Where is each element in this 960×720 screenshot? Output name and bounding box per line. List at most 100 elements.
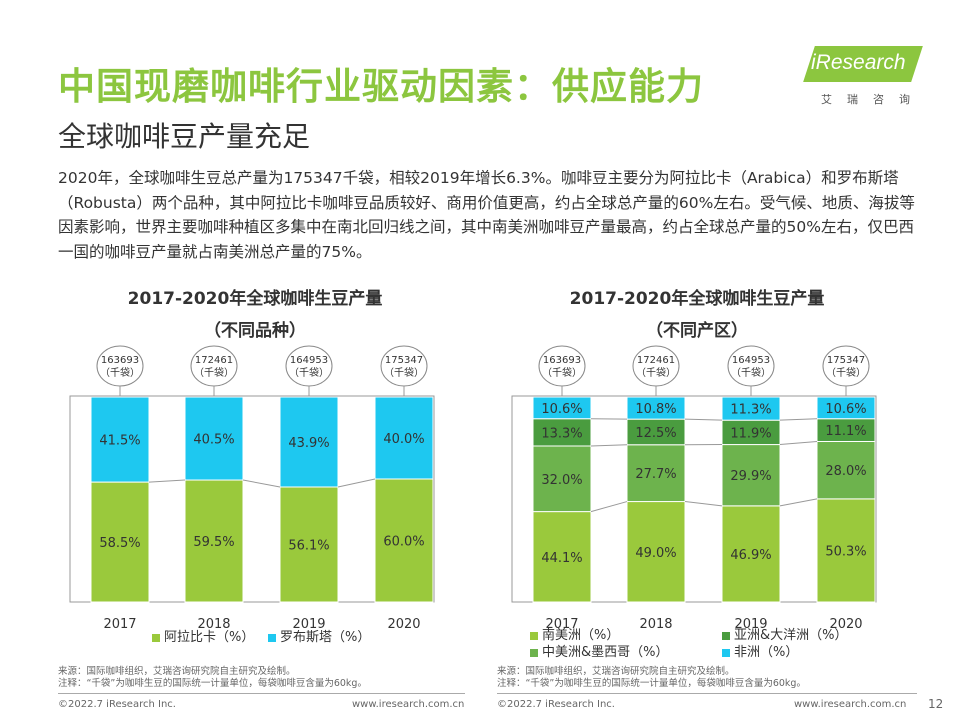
source-note: 来源：国际咖啡组织，艾瑞咨询研究院自主研究及绘制。 [58, 666, 296, 677]
data-label: 59.5% [193, 535, 234, 550]
total-label: （千袋） [384, 366, 424, 379]
x-axis-tick-label: 2020 [387, 617, 420, 632]
legend-swatch [722, 648, 730, 657]
data-label: 40.0% [383, 432, 424, 447]
x-axis-tick-label: 2018 [639, 617, 672, 632]
data-label: 40.5% [193, 433, 234, 448]
data-label: 49.0% [635, 546, 676, 561]
data-label: 46.9% [730, 548, 771, 563]
plot-frame [69, 395, 435, 603]
x-axis-tick-label: 2019 [292, 617, 325, 632]
total-label: （千袋） [542, 366, 582, 379]
x-axis-tick-label: 2020 [829, 617, 862, 632]
bar-segment [626, 418, 686, 446]
legend-item-south-america: 南美洲（%） [530, 624, 619, 643]
page-title: 中国现磨咖啡行业驱动因素：供应能力 [58, 65, 704, 108]
total-label: （千袋） [100, 366, 140, 379]
total-bubble-outline [380, 345, 428, 387]
chart-title: 2017-2020年全球咖啡生豆产量 [569, 289, 825, 309]
data-label: 11.1% [825, 424, 866, 439]
legend-swatch [268, 633, 276, 642]
bar-segment [374, 478, 434, 603]
segment-connector [779, 418, 818, 421]
segment-connector [242, 479, 281, 488]
total-label: 164953 [290, 355, 328, 366]
segment-connector [684, 418, 723, 421]
data-label: 10.8% [635, 402, 676, 417]
legend-item-robusta: 罗布斯塔（%） [268, 626, 370, 645]
chart-subtitle: （不同品种） [204, 321, 306, 341]
page-number: 12 [928, 697, 944, 711]
data-label: 10.6% [825, 402, 866, 417]
total-label: （千袋） [289, 366, 329, 379]
data-label: 56.1% [288, 538, 329, 553]
segment-connector [148, 479, 186, 483]
bar-segment [721, 396, 781, 421]
total-bubble: 175347（千袋） [380, 345, 428, 396]
logo-text: iResearch [811, 51, 906, 74]
legend-label: 南美洲（%） [542, 628, 620, 643]
bar-segment [721, 444, 781, 507]
segment-connector [590, 501, 628, 513]
bar-segment [374, 396, 434, 480]
total-label: 163693 [101, 355, 139, 366]
legend-label: 非洲（%） [734, 645, 799, 660]
data-label: 11.9% [730, 426, 771, 441]
data-label: 60.0% [383, 535, 424, 550]
unit-note: 注释：“千袋”为咖啡生豆的国际统一计量单位，每袋咖啡豆含量为60kg。 [58, 678, 367, 689]
bar-segment [184, 479, 244, 603]
bar-segment [532, 396, 592, 420]
total-bubble-outline [96, 345, 144, 387]
total-bubble-outline [285, 345, 333, 387]
x-axis-tick-label: 2018 [197, 617, 230, 632]
bar-segment [532, 418, 592, 447]
legend-swatch [152, 633, 160, 642]
footer-url-left: www.iresearch.com.cn [352, 699, 465, 710]
bar-segment [816, 396, 876, 420]
intro-paragraph: 2020年，全球咖啡生豆总产量为175347千袋，相较2019年增长6.3%。咖… [58, 169, 915, 261]
legend-swatch [530, 648, 538, 657]
bar-segment [532, 445, 592, 513]
total-label: 175347 [827, 355, 865, 366]
data-label: 41.5% [99, 434, 140, 449]
legend-item-asia-oceania: 亚洲&大洋洲（%） [722, 624, 848, 643]
source-note: 来源：国际咖啡组织，艾瑞咨询研究院自主研究及绘制。 [497, 666, 735, 677]
total-bubble-outline [538, 345, 586, 387]
chart-by-region: 2017-2020年全球咖啡生豆产量 （不同产区） 44.1% 32.0% 13.3… [492, 280, 902, 660]
stacked-bar-chart-variety: 58.5%41.5%2017163693（千袋）59.5%40.5%201817… [69, 345, 435, 632]
total-bubble: 163693（千袋） [96, 345, 144, 396]
bar-segment [816, 440, 876, 500]
footer-url-right: www.iresearch.com.cn [794, 699, 907, 710]
x-axis-tick-label: 2017 [545, 617, 578, 632]
data-label: 58.5% [99, 536, 140, 551]
total-label: 175347 [385, 355, 423, 366]
data-label: 27.7% [635, 467, 676, 482]
total-bubble: 163693（千袋） [538, 345, 586, 396]
data-label: 10.6% [541, 402, 582, 417]
data-label: 29.9% [730, 469, 771, 484]
total-bubble-outline [822, 345, 870, 387]
data-label: 43.9% [288, 436, 329, 451]
total-label: （千袋） [194, 366, 234, 379]
total-label: （千袋） [636, 366, 676, 379]
total-bubble: 172461（千袋） [632, 345, 680, 396]
segment-connector [684, 501, 723, 507]
logo-chinese-text: 艾瑞咨询 [821, 93, 925, 106]
legend-swatch [530, 631, 538, 640]
legend-item-arabica: 阿拉比卡（%） [152, 626, 254, 645]
chart-by-variety: 2017-2020年全球咖啡生豆产量 （不同品种） 58.5% 41.5% 2017… [50, 280, 460, 650]
bar-segment [721, 419, 781, 446]
total-bubble-outline [727, 345, 775, 387]
page-subtitle: 全球咖啡豆产量充足 [58, 120, 311, 153]
data-label: 32.0% [541, 473, 582, 488]
legend-item-central-america: 中美洲&墨西哥（%） [530, 641, 669, 660]
bar-segment [532, 511, 592, 603]
footer-copyright-right: ©2022.7 iResearch Inc. [497, 699, 615, 710]
chart-subtitle: （不同产区） [646, 321, 748, 341]
data-label: 11.3% [730, 403, 771, 418]
total-bubble-outline [190, 345, 238, 387]
total-bubble-outline [632, 345, 680, 387]
footer-divider-left [58, 693, 465, 694]
total-label: （千袋） [826, 366, 866, 379]
legend-label: 阿拉比卡（%） [164, 630, 255, 645]
